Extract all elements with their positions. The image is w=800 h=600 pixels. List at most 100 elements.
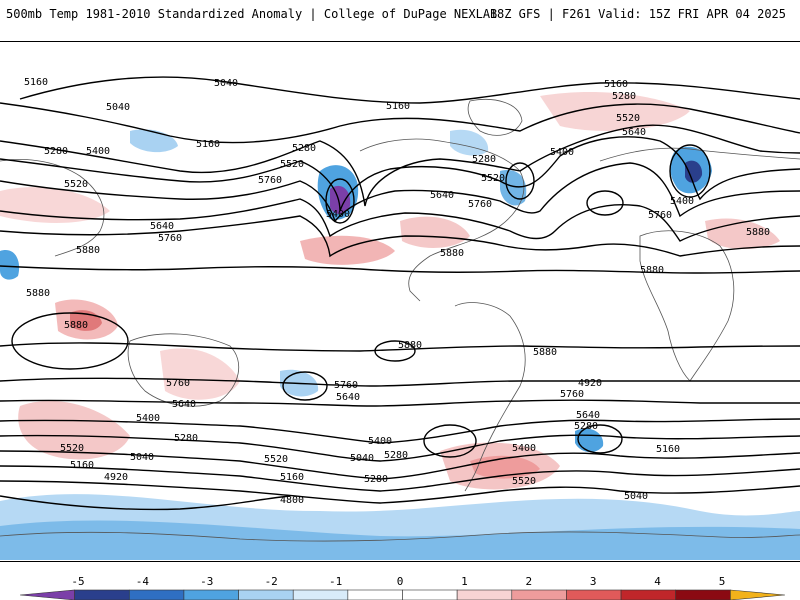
contour-label: 5400	[512, 443, 536, 454]
colorbar-swatch	[511, 589, 567, 600]
closed-low-north-atlantic	[505, 162, 535, 200]
north-atlantic-warm	[540, 91, 690, 131]
colorbar-swatch	[566, 589, 622, 600]
colorbar-tick-label: -4	[136, 575, 150, 588]
contour-label: 5640	[622, 127, 646, 138]
contour-label: 5880	[746, 227, 770, 238]
contour-label: 5400	[326, 209, 350, 220]
contour-label: 5640	[430, 190, 454, 201]
contour-5280-south	[0, 434, 800, 462]
colorbar-tick-label: 0	[397, 575, 404, 588]
contour-5640-south	[0, 399, 800, 407]
contour-5520-north	[0, 162, 800, 223]
colorbar-tick-label: -1	[329, 575, 342, 588]
closed-low-ne-pacific	[325, 178, 355, 224]
contour-label: 5280	[612, 91, 636, 102]
contour-5760-south	[0, 377, 800, 387]
contour-5400-north	[0, 136, 800, 212]
contour-4800-south	[0, 495, 291, 511]
europe-asia-coast	[599, 147, 800, 162]
colorbar-swatch	[19, 589, 75, 600]
contour-label: 5880	[76, 245, 100, 256]
contour-label: 5400	[550, 147, 574, 158]
model-run-info: 18Z GFS | F261 Valid: 15Z FRI APR 04 202…	[489, 7, 786, 21]
colorbar-swatch	[675, 589, 731, 600]
contour-label: 5040	[130, 452, 154, 463]
south-pacific-hot-halo	[55, 299, 118, 340]
contour-label: 5520	[64, 179, 88, 190]
colorbar-swatch	[402, 589, 458, 600]
contour-label: 5760	[334, 380, 358, 391]
contour-label: 5400	[136, 413, 160, 424]
contour-label: 5280	[384, 450, 408, 461]
europe-cold-core	[685, 160, 703, 183]
contour-label: 5160	[24, 77, 48, 88]
colorbar-swatch	[128, 589, 185, 600]
contour-label: 5760	[468, 199, 492, 210]
colorbar-tick-label: 2	[525, 575, 532, 588]
contour-label: 5160	[604, 79, 628, 90]
colorbar-tick-label: 1	[461, 575, 468, 588]
closed-low-europe	[669, 144, 711, 198]
colorbar-swatch	[238, 589, 294, 600]
colorbar-swatch	[74, 589, 130, 600]
contour-label: 5760	[258, 175, 282, 186]
colorbar-tick-label: 4	[654, 575, 661, 588]
contour-label: 5880	[440, 248, 464, 259]
contour-label: 5280	[44, 146, 68, 157]
contour-label: 5520	[264, 454, 288, 465]
contour-4920-south	[0, 480, 800, 504]
contour-label: 5640	[150, 221, 174, 232]
southern-cool-band-2	[0, 520, 800, 560]
contour-label: 5760	[158, 233, 182, 244]
map-title: 500mb Temp 1981-2010 Standardized Anomal…	[6, 7, 498, 21]
contour-label: 5880	[398, 340, 422, 351]
contour-label: 5520	[280, 159, 304, 170]
colorbar-swatch	[292, 589, 349, 600]
contour-label: 5520	[481, 173, 505, 184]
sw-pacific-warm	[18, 400, 130, 460]
contour-label: 5280	[174, 433, 198, 444]
contour-label: 5160	[70, 460, 94, 471]
contour-5040-north	[19, 76, 800, 104]
anomaly-shading	[0, 91, 800, 560]
contour-label: 5640	[336, 392, 360, 403]
contour-label: 5880	[64, 320, 88, 331]
header-bar: 500mb Temp 1981-2010 Standardized Anomal…	[0, 0, 800, 40]
contour-label: 4920	[578, 378, 602, 389]
contour-label: 5880	[26, 288, 50, 299]
contour-label: 5520	[616, 113, 640, 124]
siberia-cool	[450, 129, 489, 156]
contour-label: 5520	[512, 476, 536, 487]
contour-label: 5640	[172, 399, 196, 410]
australia-coast	[127, 333, 239, 407]
contour-label: 5880	[533, 347, 557, 358]
anomaly-map: 5160 5040 5040 5160 5280 5400 5520 5160 …	[0, 76, 800, 560]
colorbar-tick-label: -3	[200, 575, 213, 588]
colorbar-tick-label: 3	[590, 575, 597, 588]
closed-low-southern-ocean	[577, 424, 623, 454]
contour-label: 5880	[640, 265, 664, 276]
colorbar-swatch	[620, 589, 677, 600]
colorbar-tick-label: -5	[71, 575, 84, 588]
closed-low-south-pacific	[282, 371, 328, 401]
greenland-coast	[467, 99, 523, 136]
central-pacific-warm	[300, 235, 395, 265]
contour-labels: 5160 5040 5040 5160 5280 5400 5520 5160 …	[24, 77, 770, 506]
coastlines	[0, 99, 800, 542]
contour-5880-north	[0, 265, 800, 274]
colorbar-tick-label: -2	[265, 575, 278, 588]
closed-high-chile	[374, 340, 416, 362]
contour-label: 5040	[350, 453, 374, 464]
closed-high-south-pacific	[11, 312, 129, 370]
contour-label: 5160	[196, 139, 220, 150]
contour-label: 5040	[214, 78, 238, 89]
north-america-coast	[359, 138, 525, 302]
colorbar-swatch	[730, 589, 786, 600]
indian-ocean-cool	[0, 250, 20, 280]
contour-5640-north	[0, 198, 800, 242]
contour-5880-south	[0, 342, 800, 352]
contour-5400-south	[0, 418, 800, 444]
contour-label: 5280	[364, 474, 388, 485]
contour-label: 5280	[292, 143, 316, 154]
